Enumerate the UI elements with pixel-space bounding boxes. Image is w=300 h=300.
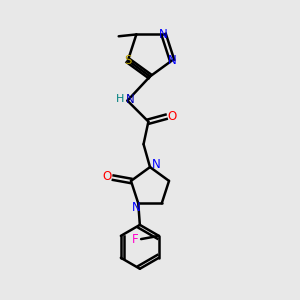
Text: O: O — [103, 169, 112, 183]
Text: N: N — [126, 92, 135, 106]
Text: O: O — [167, 110, 177, 123]
Text: H: H — [116, 94, 124, 104]
Text: F: F — [132, 232, 139, 246]
Text: N: N — [168, 54, 176, 67]
Text: N: N — [132, 201, 141, 214]
Text: N: N — [159, 28, 168, 41]
Text: N: N — [152, 158, 160, 171]
Text: S: S — [124, 54, 132, 67]
